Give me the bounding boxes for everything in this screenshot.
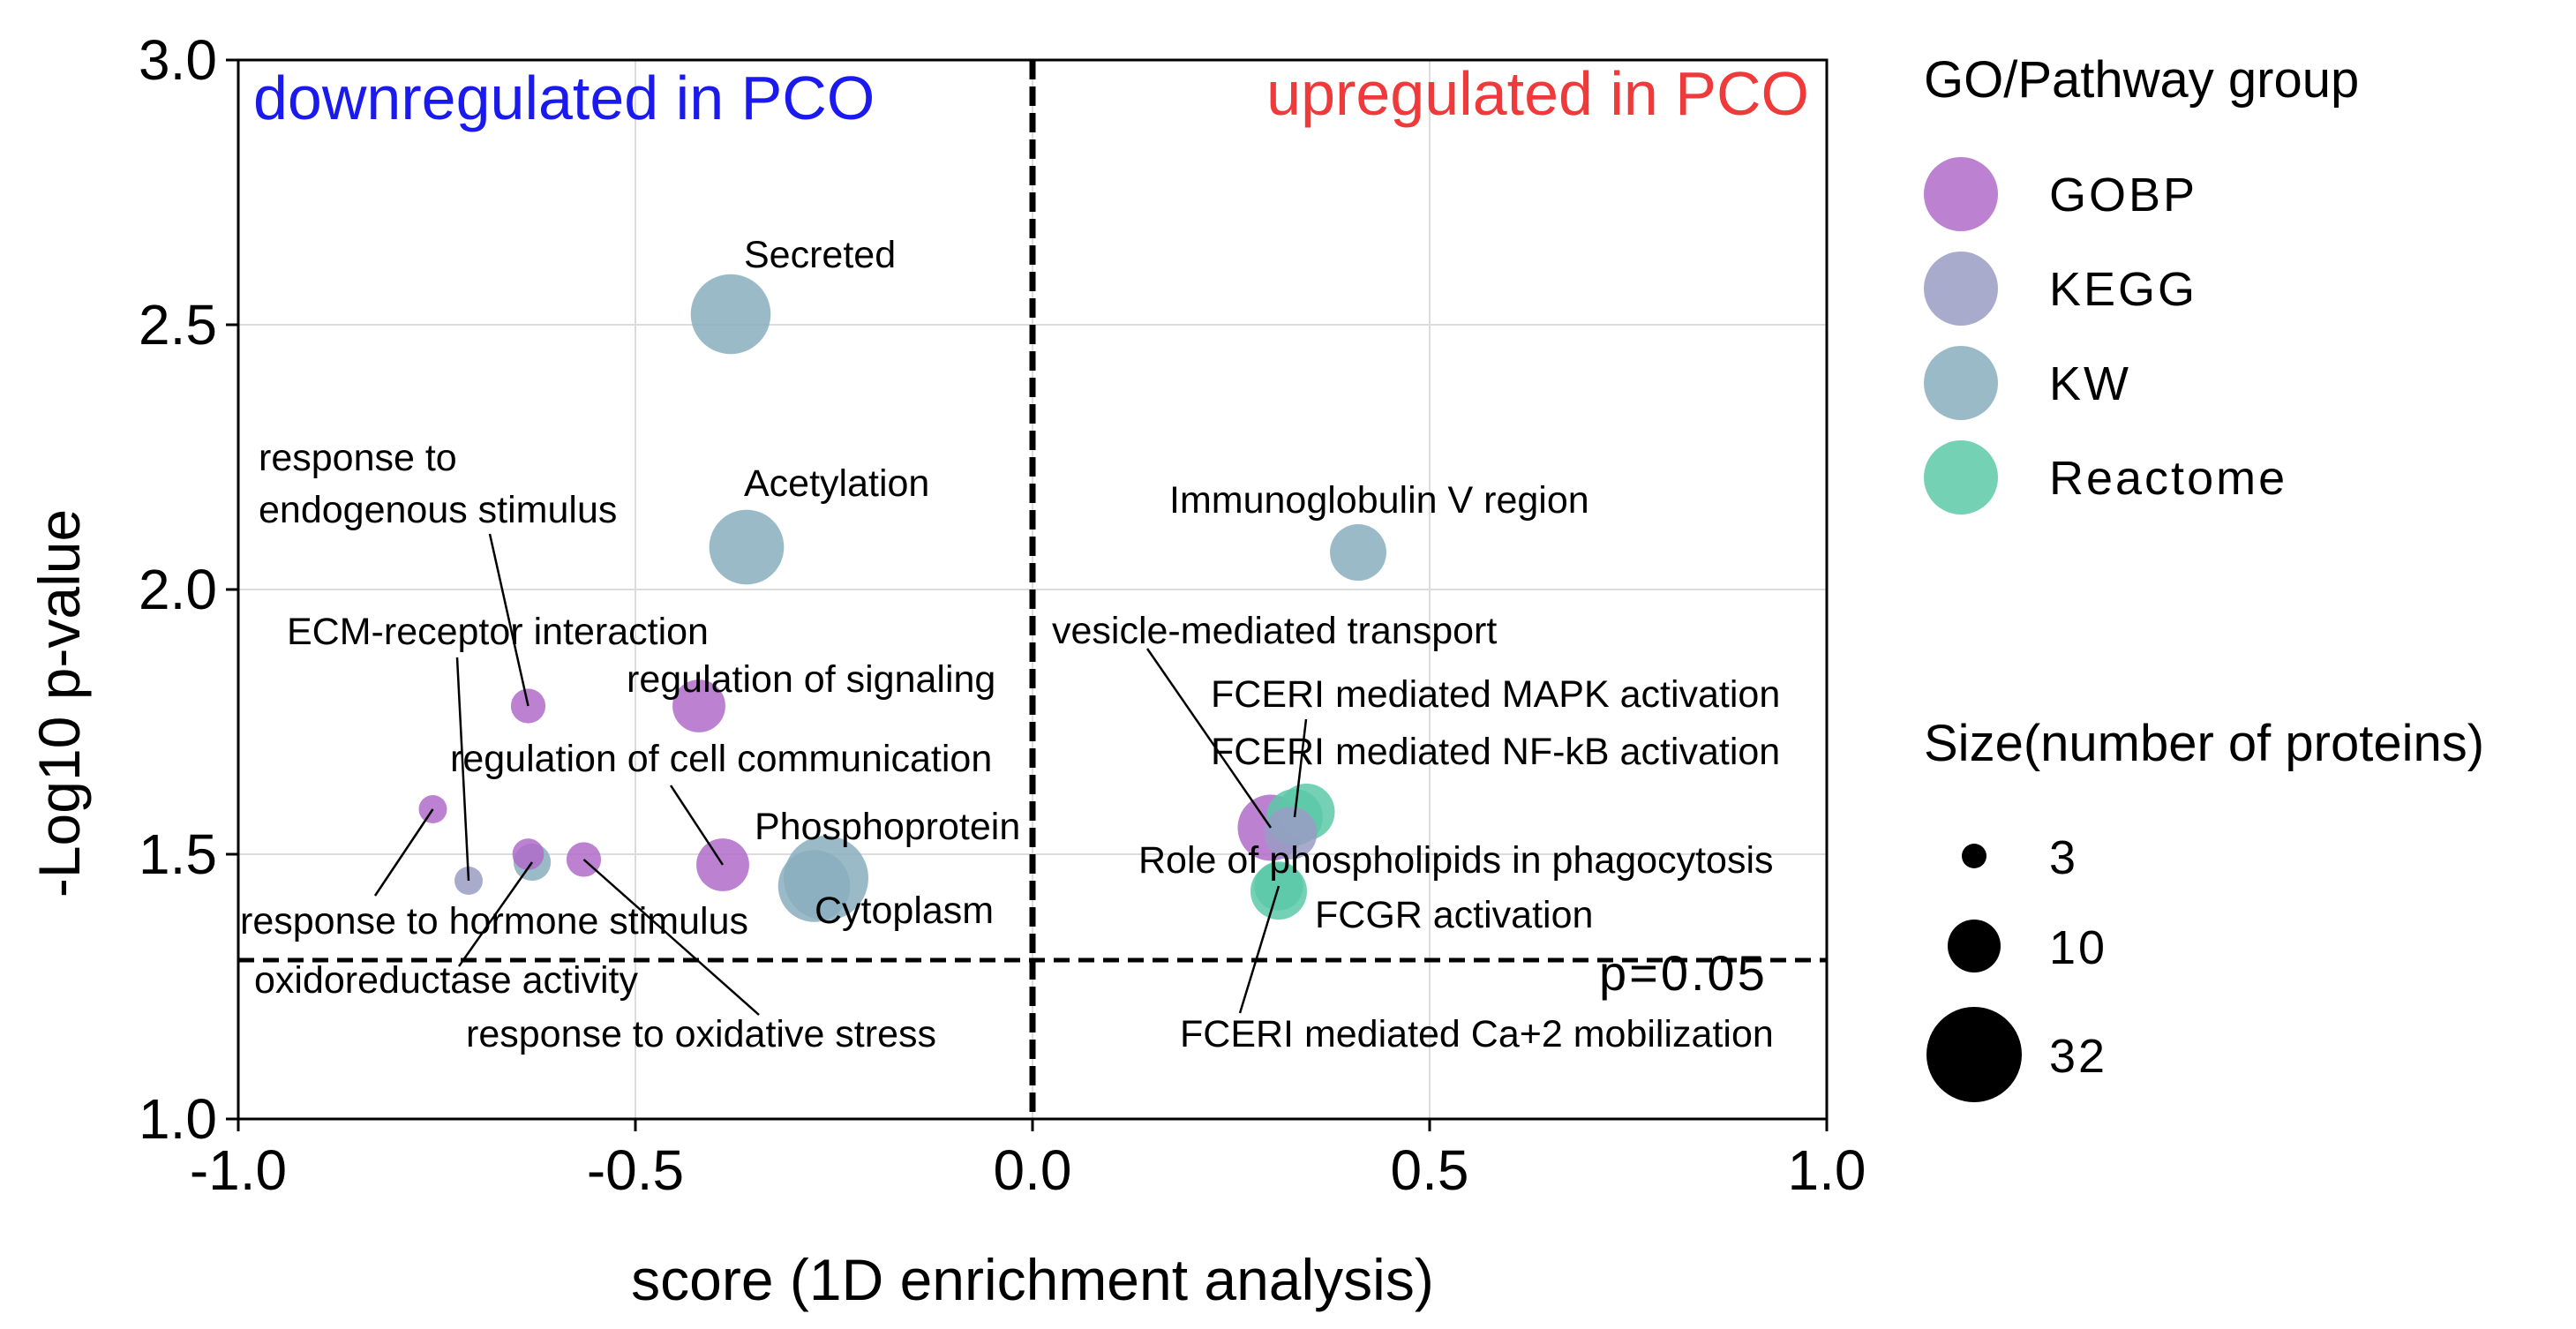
legend: GO/Pathway group Size(number of proteins… <box>1924 51 2484 1102</box>
leader-vesicle-transport <box>1145 648 1273 829</box>
x-tick-label-0: -1.0 <box>190 1138 287 1202</box>
legend-swatch-kw <box>1924 346 1998 420</box>
legend-size-label-3: 3 <box>2049 831 2078 884</box>
leader-fceri-ca2 <box>1238 885 1280 1014</box>
reference-lines <box>238 60 1827 1119</box>
label-secreted: Secreted <box>744 234 896 276</box>
x-tick-label-2: 0.0 <box>994 1138 1072 1202</box>
label-regulation-of-signaling: regulation of signaling <box>627 658 995 701</box>
legend-size-dot-3 <box>1962 844 1986 868</box>
point-role-of-phospholipids-in-phagocytosis-14 <box>1264 807 1318 860</box>
legend-label-kegg: KEGG <box>2049 263 2197 316</box>
legend-size-label-10: 10 <box>2049 921 2107 974</box>
legend-swatch-kegg <box>1924 252 1998 326</box>
label-fceri-mapk: FCERI mediated MAPK activation <box>1211 673 1780 716</box>
label-endogenous-stimulus: endogenous stimulus <box>259 489 617 531</box>
y-tick-label-4: 3.0 <box>139 28 217 92</box>
y-tick-label-0: 1.0 <box>139 1087 217 1151</box>
point-acetylation-1 <box>709 509 785 585</box>
leader-oxidative-stress <box>582 859 760 1016</box>
label-oxidoreductase-activity: oxidoreductase activity <box>254 959 638 1002</box>
axes: -1.0 -0.5 0.0 0.5 1.0 1.0 1.5 2.0 2.5 3.0 <box>139 28 1866 1202</box>
label-acetylation: Acetylation <box>744 462 929 505</box>
leader-regulation-cell-comm <box>669 785 725 866</box>
y-tick-label-2: 2.0 <box>139 558 217 621</box>
label-fceri-nfkb: FCERI mediated NF-kB activation <box>1211 731 1780 773</box>
y-axis-title: -Log10 p-value <box>26 509 92 897</box>
threshold-label: p=0.05 <box>1599 945 1768 1001</box>
legend-label-reactome: Reactome <box>2049 452 2287 505</box>
label-ecm-receptor-interaction: ECM-receptor interaction <box>287 611 709 653</box>
label-cytoplasm: Cytoplasm <box>815 890 994 932</box>
label-leader-lines <box>373 533 1308 1016</box>
point-cytoplasm-12 <box>777 850 851 922</box>
region-label-downregulated: downregulated in PCO <box>253 64 875 132</box>
label-phosphoprotein: Phosphoprotein <box>755 806 1020 848</box>
legend-group-entries: GOBP KEGG KW Reactome <box>1924 157 2287 514</box>
y-tick-label-3: 2.5 <box>139 293 217 357</box>
x-tick-label-4: 1.0 <box>1788 1138 1866 1202</box>
legend-size-entries: 3 10 32 <box>1926 831 2107 1102</box>
point-secreted-0 <box>690 274 771 355</box>
legend-size-title: Size(number of proteins) <box>1924 715 2484 772</box>
label-response-to-oxidative-stress: response to oxidative stress <box>466 1013 936 1055</box>
label-immunoglobulin-v-region: Immunoglobulin V region <box>1169 479 1589 522</box>
legend-size-dot-10 <box>1948 920 2001 972</box>
label-response-to: response to <box>259 437 457 479</box>
label-response-to-hormone-stimulus: response to hormone stimulus <box>240 900 748 942</box>
y-tick-label-1: 1.5 <box>139 822 217 886</box>
label-fceri-ca2-mobilization: FCERI mediated Ca+2 mobilization <box>1180 1013 1774 1055</box>
leader-fceri-mapk <box>1293 718 1308 818</box>
label-role-of-phospholipids: Role of phospholipids in phagocytosis <box>1138 839 1774 882</box>
point-regulation-of-signaling-4 <box>672 680 725 732</box>
label-fcgr-activation: FCGR activation <box>1315 894 1593 936</box>
point-labels: Secreted Acetylation Immunoglobulin V re… <box>240 234 1780 1055</box>
leader-endogenous-stimulus <box>488 533 529 707</box>
legend-size-dot-32 <box>1926 1007 2022 1102</box>
label-vesicle-mediated-transport: vesicle-mediated transport <box>1052 610 1497 652</box>
legend-label-gobp: GOBP <box>2049 169 2197 222</box>
leader-hormone-stimulus <box>373 808 434 897</box>
point-gobp-point-10 <box>512 838 544 870</box>
label-regulation-of-cell-communication: regulation of cell communication <box>450 738 992 780</box>
legend-group-title: GO/Pathway group <box>1924 51 2359 109</box>
x-axis-title: score (1D enrichment analysis) <box>631 1247 1434 1312</box>
x-tick-label-3: 0.5 <box>1391 1138 1469 1202</box>
x-tick-label-1: -0.5 <box>587 1138 684 1202</box>
region-label-upregulated: upregulated in PCO <box>1266 59 1809 128</box>
legend-swatch-gobp <box>1924 157 1998 231</box>
point-immunoglobulin-v-region-2 <box>1330 524 1386 581</box>
legend-swatch-reactome <box>1924 440 1998 514</box>
leader-ecm-receptor <box>455 657 470 882</box>
leader-oxidoreductase <box>457 861 534 967</box>
legend-size-label-32: 32 <box>2049 1030 2107 1083</box>
legend-label-kw: KW <box>2049 357 2131 410</box>
data-points <box>418 274 1386 922</box>
